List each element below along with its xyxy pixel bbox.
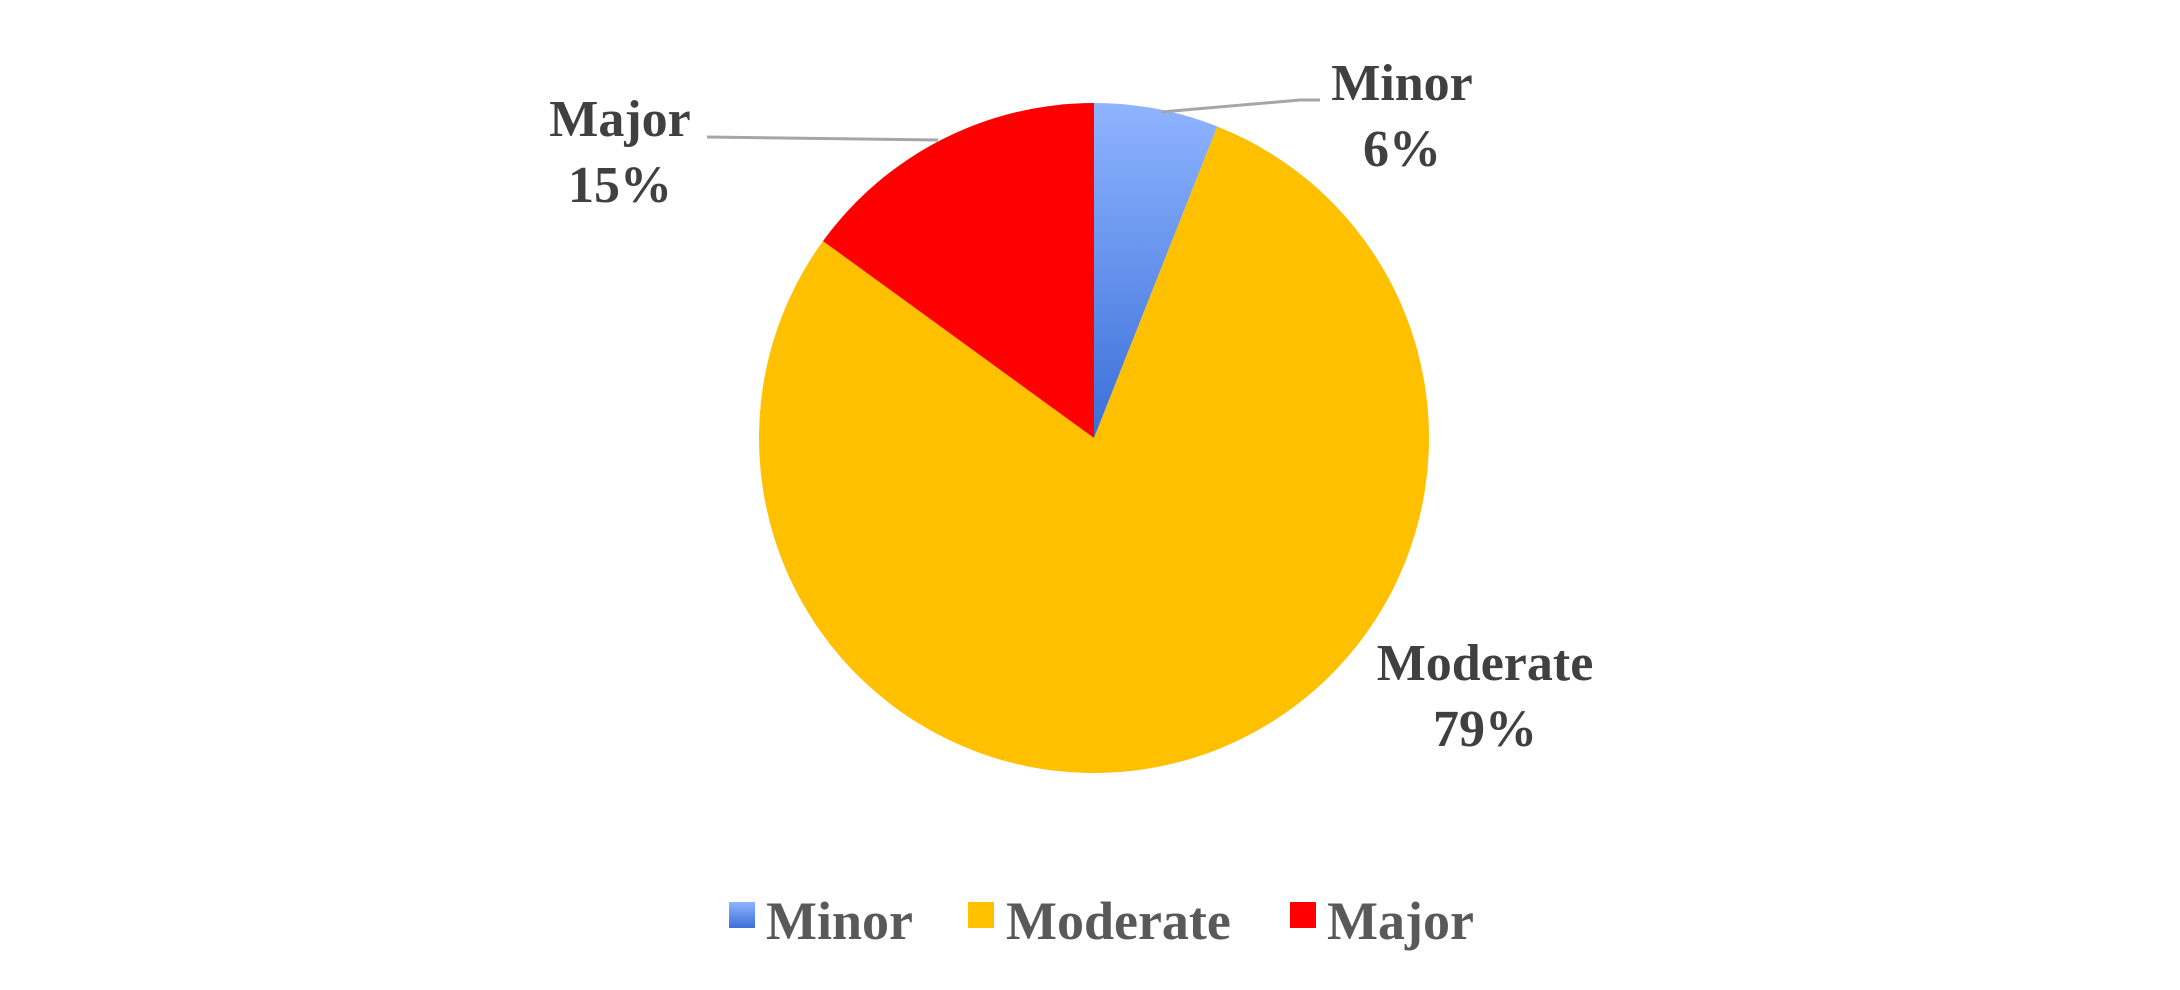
legend-label-minor: Minor xyxy=(766,891,913,951)
legend-swatch-minor xyxy=(729,902,755,928)
legend-label-major: Major xyxy=(1327,891,1474,951)
pie-slice-major xyxy=(822,103,1094,438)
legend-swatch-major xyxy=(1290,902,1316,928)
legend-item-minor: Minor xyxy=(729,891,913,951)
data-label-major: Major 15% xyxy=(549,91,690,214)
legend-item-moderate: Moderate xyxy=(968,891,1231,951)
pie-slice-moderate xyxy=(759,126,1430,773)
data-label-category: Major xyxy=(549,91,690,148)
data-label-category: Moderate xyxy=(1377,635,1594,692)
data-label-minor: Minor 6% xyxy=(1331,55,1473,178)
data-label-value: 79% xyxy=(1433,701,1537,758)
legend-label-moderate: Moderate xyxy=(1006,891,1231,951)
legend-swatch-moderate xyxy=(968,902,994,928)
leader-line-major xyxy=(706,135,939,142)
leader-line-minor xyxy=(1160,98,1320,114)
data-label-category: Minor xyxy=(1331,55,1473,112)
data-label-value: 15% xyxy=(568,157,672,214)
data-label-value: 6% xyxy=(1363,121,1441,178)
legend-item-major: Major xyxy=(1290,891,1474,951)
pie-slice-minor xyxy=(1094,103,1218,438)
data-label-moderate: Moderate 79% xyxy=(1377,635,1594,758)
